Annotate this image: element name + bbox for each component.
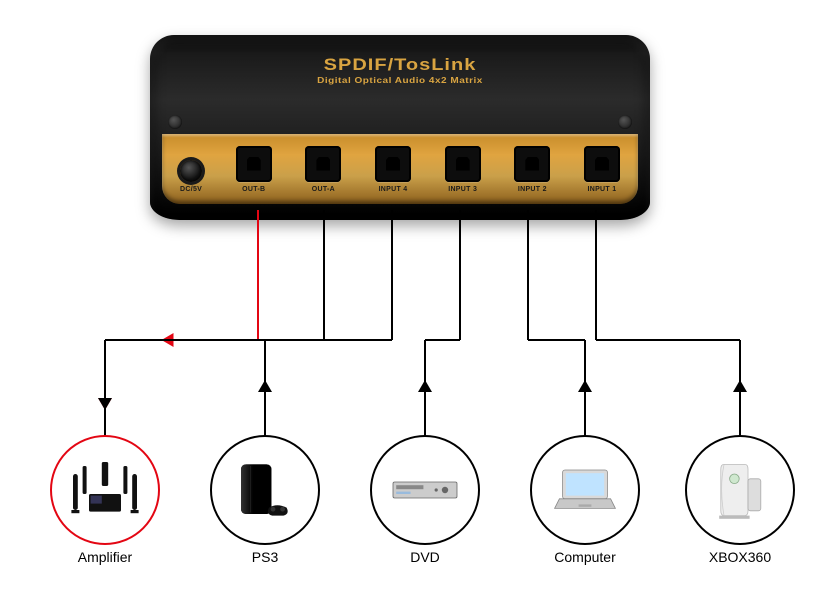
toslink-port-icon <box>305 146 341 182</box>
port-label: DC/5V <box>180 186 202 193</box>
device-brand-block: SPDIF/TosLink Digital Optical Audio 4x2 … <box>317 56 483 86</box>
ports-row: DC/5V OUT-B OUT-A INPUT 4 INPUT 3 <box>172 146 628 193</box>
port-label: OUT-A <box>312 186 335 193</box>
port-out-a: OUT-A <box>305 146 341 193</box>
node-xbox360: XBOX360 <box>680 435 800 565</box>
node-circle <box>50 435 160 545</box>
node-ps3: PS3 <box>205 435 325 565</box>
node-circle <box>210 435 320 545</box>
node-label: PS3 <box>205 549 325 565</box>
node-computer: Computer <box>525 435 645 565</box>
node-label: XBOX360 <box>680 549 800 565</box>
node-amplifier: Amplifier <box>45 435 165 565</box>
diagram-stage: SPDIF/TosLink Digital Optical Audio 4x2 … <box>0 0 820 600</box>
audio-matrix-device: SPDIF/TosLink Digital Optical Audio 4x2 … <box>150 35 650 220</box>
node-label: Amplifier <box>45 549 165 565</box>
port-label: INPUT 2 <box>518 186 547 193</box>
node-dvd: DVD <box>365 435 485 565</box>
screw-icon <box>168 115 182 129</box>
port-label: INPUT 3 <box>448 186 477 193</box>
ps3-icon <box>225 450 305 530</box>
toslink-port-icon <box>514 146 550 182</box>
xbox360-icon <box>700 450 780 530</box>
node-circle <box>370 435 480 545</box>
dvd-player-icon <box>385 450 465 530</box>
toslink-port-icon <box>445 146 481 182</box>
port-label: OUT-B <box>242 186 265 193</box>
node-label: DVD <box>365 549 485 565</box>
port-input-4: INPUT 4 <box>375 146 411 193</box>
port-dc: DC/5V <box>180 160 202 193</box>
port-input-2: INPUT 2 <box>514 146 550 193</box>
toslink-port-icon <box>236 146 272 182</box>
device-rear-panel: DC/5V OUT-B OUT-A INPUT 4 INPUT 3 <box>162 134 638 204</box>
screw-icon <box>618 115 632 129</box>
device-brand: SPDIF/TosLink <box>317 56 483 76</box>
amplifier-icon <box>65 450 145 530</box>
port-out-b: OUT-B <box>236 146 272 193</box>
port-label: INPUT 4 <box>379 186 408 193</box>
node-label: Computer <box>525 549 645 565</box>
laptop-icon <box>545 450 625 530</box>
dc-jack-icon <box>180 160 202 182</box>
node-circle <box>685 435 795 545</box>
device-subtitle: Digital Optical Audio 4x2 Matrix <box>317 76 483 85</box>
port-input-3: INPUT 3 <box>445 146 481 193</box>
port-label: INPUT 1 <box>587 186 616 193</box>
port-input-1: INPUT 1 <box>584 146 620 193</box>
toslink-port-icon <box>584 146 620 182</box>
node-circle <box>530 435 640 545</box>
toslink-port-icon <box>375 146 411 182</box>
